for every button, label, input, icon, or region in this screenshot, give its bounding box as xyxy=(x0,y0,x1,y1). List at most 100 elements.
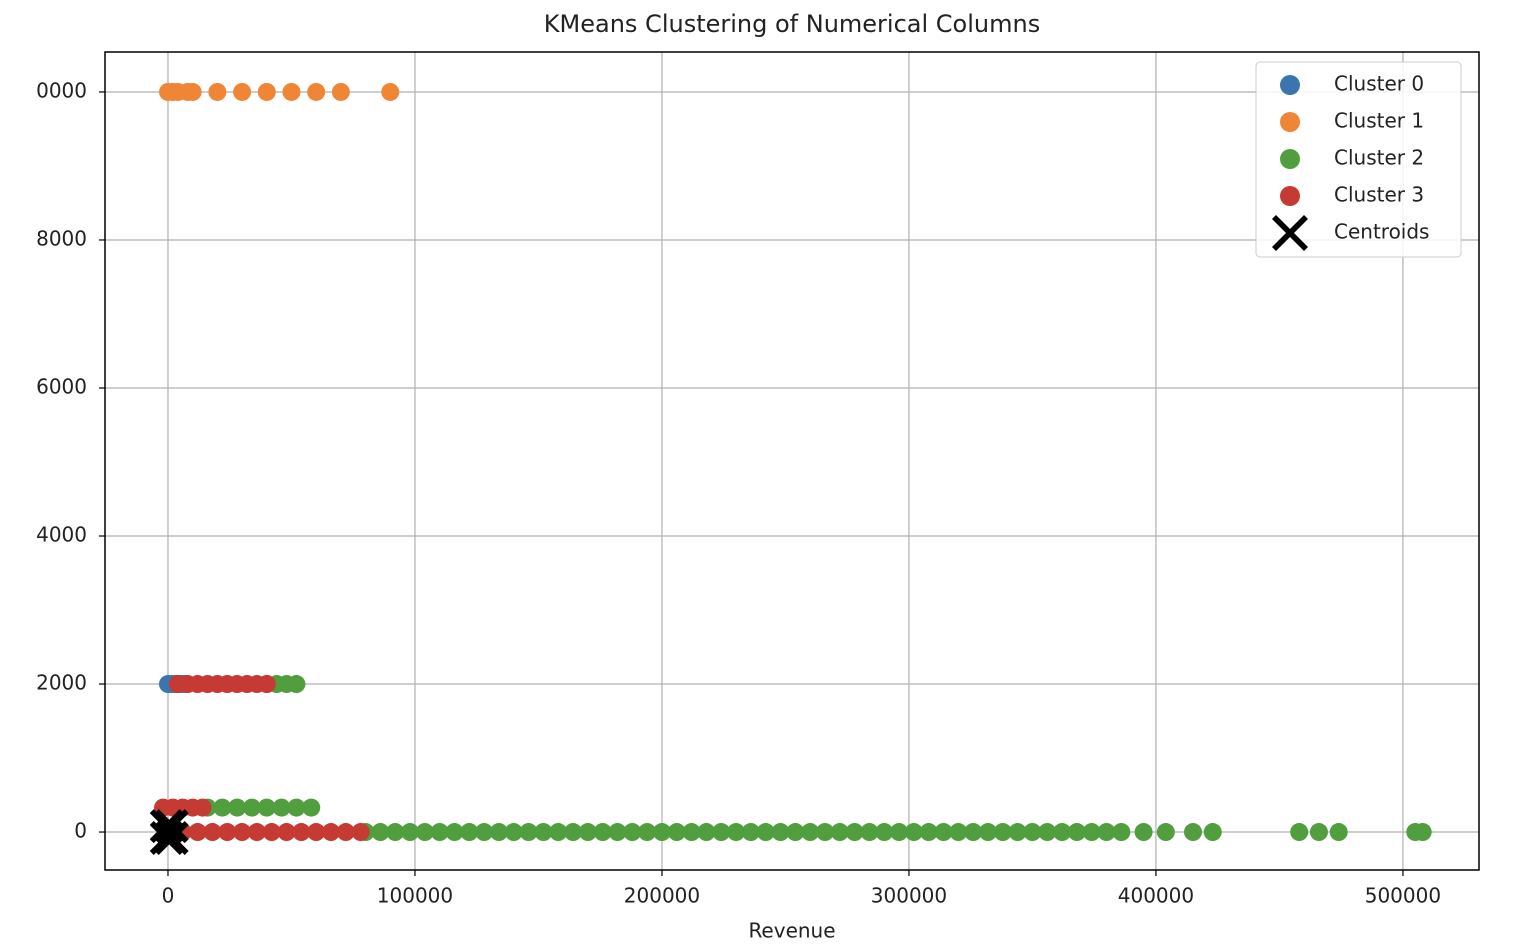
point xyxy=(1203,823,1222,842)
x-tick-label: 400000 xyxy=(1118,884,1194,908)
legend-marker xyxy=(1280,75,1300,95)
point xyxy=(845,823,864,842)
legend-label: Cluster 3 xyxy=(1334,183,1424,207)
y-tick-label: 2000 xyxy=(36,671,87,695)
y-tick-label: 6000 xyxy=(36,374,87,398)
point xyxy=(771,823,790,842)
x-tick-label: 100000 xyxy=(377,884,453,908)
legend-marker xyxy=(1280,186,1300,206)
x-axis-label: Revenue xyxy=(748,919,835,943)
point xyxy=(608,823,627,842)
point xyxy=(1156,823,1175,842)
x-tick-label: 0 xyxy=(162,884,175,908)
x-tick-label: 300000 xyxy=(871,884,947,908)
point xyxy=(786,823,805,842)
legend: Cluster 0 Cluster 1 Cluster 2 Cluster 3 Cent… xyxy=(1255,61,1462,258)
point xyxy=(307,82,326,101)
point xyxy=(242,798,261,817)
point xyxy=(233,82,252,101)
point xyxy=(1067,823,1086,842)
x-tick-label: 200000 xyxy=(624,884,700,908)
plot-area xyxy=(149,82,1432,855)
point xyxy=(475,823,494,842)
point xyxy=(208,82,227,101)
point xyxy=(890,823,909,842)
point xyxy=(978,823,997,842)
point xyxy=(1329,823,1348,842)
point xyxy=(445,823,464,842)
point xyxy=(727,823,746,842)
point xyxy=(1053,823,1072,842)
point xyxy=(203,823,222,842)
point xyxy=(964,823,983,842)
point xyxy=(697,823,716,842)
legend-box xyxy=(1255,61,1462,258)
point xyxy=(262,823,281,842)
point xyxy=(875,823,894,842)
point xyxy=(213,798,232,817)
point xyxy=(682,823,701,842)
point xyxy=(860,823,879,842)
y-tick-label: 0000 xyxy=(36,78,87,102)
point xyxy=(460,823,479,842)
point xyxy=(331,82,350,101)
point xyxy=(638,823,657,842)
point xyxy=(257,82,276,101)
point xyxy=(712,823,731,842)
y-tick-label: 8000 xyxy=(36,226,87,250)
point xyxy=(904,823,923,842)
point xyxy=(489,823,508,842)
point xyxy=(183,82,202,101)
point xyxy=(667,823,686,842)
centroid-marker xyxy=(1272,215,1308,251)
point xyxy=(415,823,434,842)
point xyxy=(272,798,291,817)
centroid-marker xyxy=(149,820,184,855)
point xyxy=(830,823,849,842)
point xyxy=(1097,823,1116,842)
x-tick-label: 500000 xyxy=(1365,884,1441,908)
point xyxy=(381,82,400,101)
point xyxy=(257,675,276,694)
point xyxy=(1134,823,1153,842)
point xyxy=(247,823,266,842)
point xyxy=(534,823,553,842)
point xyxy=(193,798,212,817)
point xyxy=(336,823,355,842)
point xyxy=(1413,823,1432,842)
point xyxy=(1309,823,1328,842)
point xyxy=(401,823,420,842)
legend-label: Cluster 2 xyxy=(1334,146,1424,170)
point xyxy=(287,798,306,817)
point xyxy=(949,823,968,842)
point xyxy=(321,823,340,842)
point xyxy=(1008,823,1027,842)
point xyxy=(741,823,760,842)
point xyxy=(188,823,207,842)
point xyxy=(386,823,405,842)
point xyxy=(1183,823,1202,842)
point xyxy=(430,823,449,842)
point xyxy=(277,823,296,842)
y-tick-label: 4000 xyxy=(36,523,87,547)
point xyxy=(993,823,1012,842)
point xyxy=(257,798,276,817)
point xyxy=(228,798,247,817)
point xyxy=(549,823,568,842)
point xyxy=(1082,823,1101,842)
point xyxy=(1112,823,1131,842)
point xyxy=(623,823,642,842)
point xyxy=(801,823,820,842)
point xyxy=(307,823,326,842)
point xyxy=(371,823,390,842)
point xyxy=(233,823,252,842)
plot-frame xyxy=(104,51,1480,871)
legend-marker xyxy=(1280,149,1300,169)
point xyxy=(292,823,311,842)
point xyxy=(756,823,775,842)
chart-title: KMeans Clustering of Numerical Columns xyxy=(544,10,1040,38)
point xyxy=(578,823,597,842)
point xyxy=(919,823,938,842)
point xyxy=(1023,823,1042,842)
